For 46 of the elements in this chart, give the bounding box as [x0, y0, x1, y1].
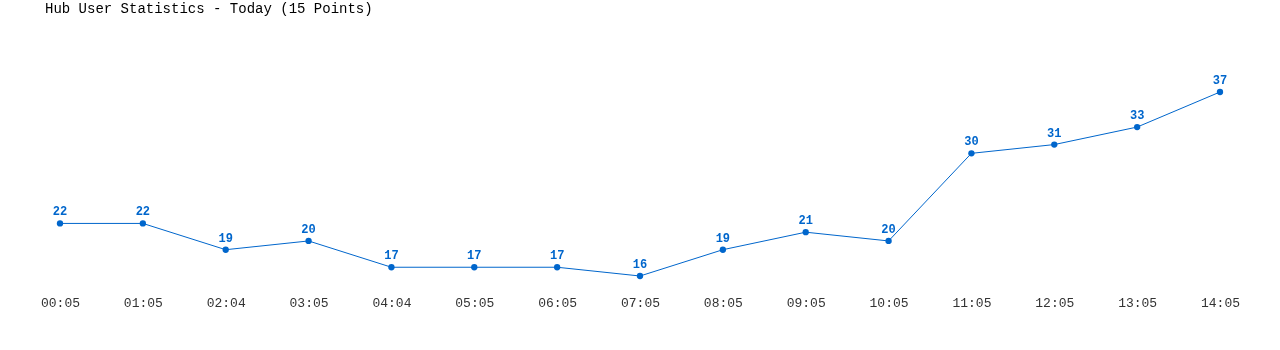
x-tick-label: 08:05 [703, 295, 743, 311]
data-label: 17 [549, 249, 565, 264]
data-label: 30 [964, 135, 979, 150]
x-tick-label: 12:05 [1035, 295, 1075, 311]
data-label: 22 [52, 205, 68, 220]
point [1051, 141, 1058, 148]
x-tick-label: 03:05 [289, 295, 329, 311]
x-tick-label: 09:05 [786, 295, 826, 311]
x-tick-label: 13:05 [1118, 295, 1158, 311]
point [1216, 88, 1224, 96]
point [802, 229, 809, 236]
point [636, 272, 644, 280]
point [305, 237, 312, 245]
point [139, 220, 147, 227]
x-tick-label: 07:05 [620, 295, 661, 311]
data-label: 17 [384, 249, 399, 264]
point [56, 220, 64, 227]
point [222, 246, 229, 253]
data-label: 37 [1212, 74, 1228, 88]
data-label: 33 [1129, 109, 1145, 124]
data-label: 17 [467, 249, 482, 264]
chart-title: Hub User Statistics - Today (15 Points) [45, 1, 373, 17]
point [719, 246, 727, 253]
point [471, 264, 478, 271]
point [885, 237, 892, 245]
data-label: 20 [301, 222, 316, 237]
point [388, 264, 395, 271]
x-tick-label: 02:04 [206, 295, 246, 311]
x-tick-label: 14:05 [1200, 295, 1241, 311]
x-tick-label: 01:05 [123, 295, 163, 311]
x-tick-label: 04:04 [372, 295, 412, 311]
x-tick-label: 00:05 [40, 295, 81, 311]
data-label: 22 [135, 205, 151, 220]
data-label: 21 [798, 214, 813, 229]
x-tick-label: 11:05 [952, 295, 992, 311]
point [968, 150, 975, 157]
data-label: 20 [881, 222, 896, 237]
x-tick-label: 05:05 [455, 295, 495, 311]
data-label: 19 [715, 231, 731, 246]
data-label: 19 [218, 231, 233, 246]
point [553, 264, 561, 271]
x-tick-label: 10:05 [869, 295, 909, 311]
x-tick-label: 06:05 [538, 295, 578, 311]
data-label: 16 [632, 258, 648, 272]
data-label: 31 [1047, 126, 1062, 141]
point [1133, 123, 1141, 131]
